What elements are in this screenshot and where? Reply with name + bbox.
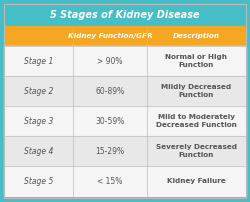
Text: Kidney Failure: Kidney Failure [167,178,226,184]
Text: Severely Decreased
Function: Severely Decreased Function [156,144,237,158]
Text: Stage 5: Stage 5 [24,177,53,185]
Text: Mild to Moderately
Decreased Function: Mild to Moderately Decreased Function [156,114,237,128]
Text: Mildly Decreased
Function: Mildly Decreased Function [161,84,232,98]
Bar [4,166,246,196]
Text: > 90%: > 90% [97,57,122,65]
Bar [4,76,246,106]
Text: Stage 3: Stage 3 [24,117,53,125]
Text: < 15%: < 15% [97,177,122,185]
Text: 60-89%: 60-89% [95,86,124,96]
Text: Description: Description [173,33,220,39]
Bar [4,46,246,76]
Text: Normal or High
Function: Normal or High Function [166,54,228,68]
Text: Stage 4: Stage 4 [24,146,53,156]
Text: Stage 1: Stage 1 [24,57,53,65]
Bar [4,4,246,26]
Text: 30-59%: 30-59% [95,117,124,125]
Text: Stage 2: Stage 2 [24,86,53,96]
Bar [4,26,246,46]
Bar [4,136,246,166]
Text: Kidney Function/GFR: Kidney Function/GFR [68,33,152,39]
Text: 15-29%: 15-29% [95,146,124,156]
Text: 5 Stages of Kidney Disease: 5 Stages of Kidney Disease [50,10,200,20]
Bar [4,106,246,136]
